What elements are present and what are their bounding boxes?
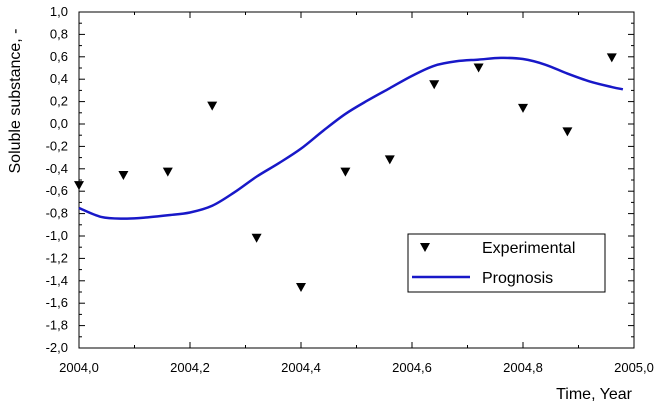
legend-label-experimental: Experimental xyxy=(482,240,575,257)
plot-frame xyxy=(78,11,635,349)
experimental-point xyxy=(251,233,262,243)
experimental-point xyxy=(606,53,617,63)
x-tick-label: 2004,4 xyxy=(281,360,321,375)
x-tick-label: 2004,8 xyxy=(503,360,543,375)
y-tick-label: -1,4 xyxy=(46,273,68,288)
y-tick-label: 0,4 xyxy=(50,71,68,86)
experimental-point xyxy=(473,63,484,73)
y-tick-label: 0,6 xyxy=(50,49,68,64)
y-tick-label: -0,6 xyxy=(46,183,68,198)
y-tick-label: -1,6 xyxy=(46,295,68,310)
y-tick-label: -2,0 xyxy=(46,340,68,355)
x-tick-label: 2004,0 xyxy=(59,360,99,375)
series-layer xyxy=(74,53,624,293)
y-tick-label: -0,8 xyxy=(46,206,68,221)
experimental-point xyxy=(162,167,173,177)
experimental-point xyxy=(207,101,218,111)
experimental-point xyxy=(340,167,351,177)
x-tick-label: 2004,2 xyxy=(170,360,210,375)
axis-ticks xyxy=(78,11,635,349)
y-tick-label: -1,2 xyxy=(46,250,68,265)
y-tick-label: -0,2 xyxy=(46,138,68,153)
y-tick-label: 0,2 xyxy=(50,94,68,109)
y-tick-label: 1,0 xyxy=(50,4,68,19)
y-tick-label: -1,0 xyxy=(46,228,68,243)
legend-marker-experimental xyxy=(420,243,430,252)
x-tick-label: 2005,0 xyxy=(614,360,654,375)
y-tick-label: 0,0 xyxy=(50,116,68,131)
legend: Experimental Prognosis xyxy=(407,233,606,293)
legend-box xyxy=(407,233,606,293)
experimental-point xyxy=(74,181,84,191)
experimental-point xyxy=(518,103,528,113)
y-axis-label: Soluble substance, - xyxy=(7,29,24,174)
experimental-point xyxy=(118,171,129,181)
y-tick-label: 0,8 xyxy=(50,26,68,41)
experimental-point xyxy=(562,127,573,137)
prognosis-line xyxy=(78,56,624,220)
legend-label-prognosis: Prognosis xyxy=(482,270,553,287)
experimental-point xyxy=(429,80,440,90)
y-tick-label: -1,8 xyxy=(46,318,68,333)
experimental-point xyxy=(296,283,306,293)
x-tick-label: 2004,6 xyxy=(392,360,432,375)
experimental-point xyxy=(384,155,395,165)
y-tick-label: -0,4 xyxy=(46,161,68,176)
x-axis-label: Time, Year xyxy=(556,386,633,403)
axis-tick-labels: 2004,0 2004,2 2004,4 2004,6 2004,8 2005,0 1,0 0… xyxy=(46,4,654,375)
